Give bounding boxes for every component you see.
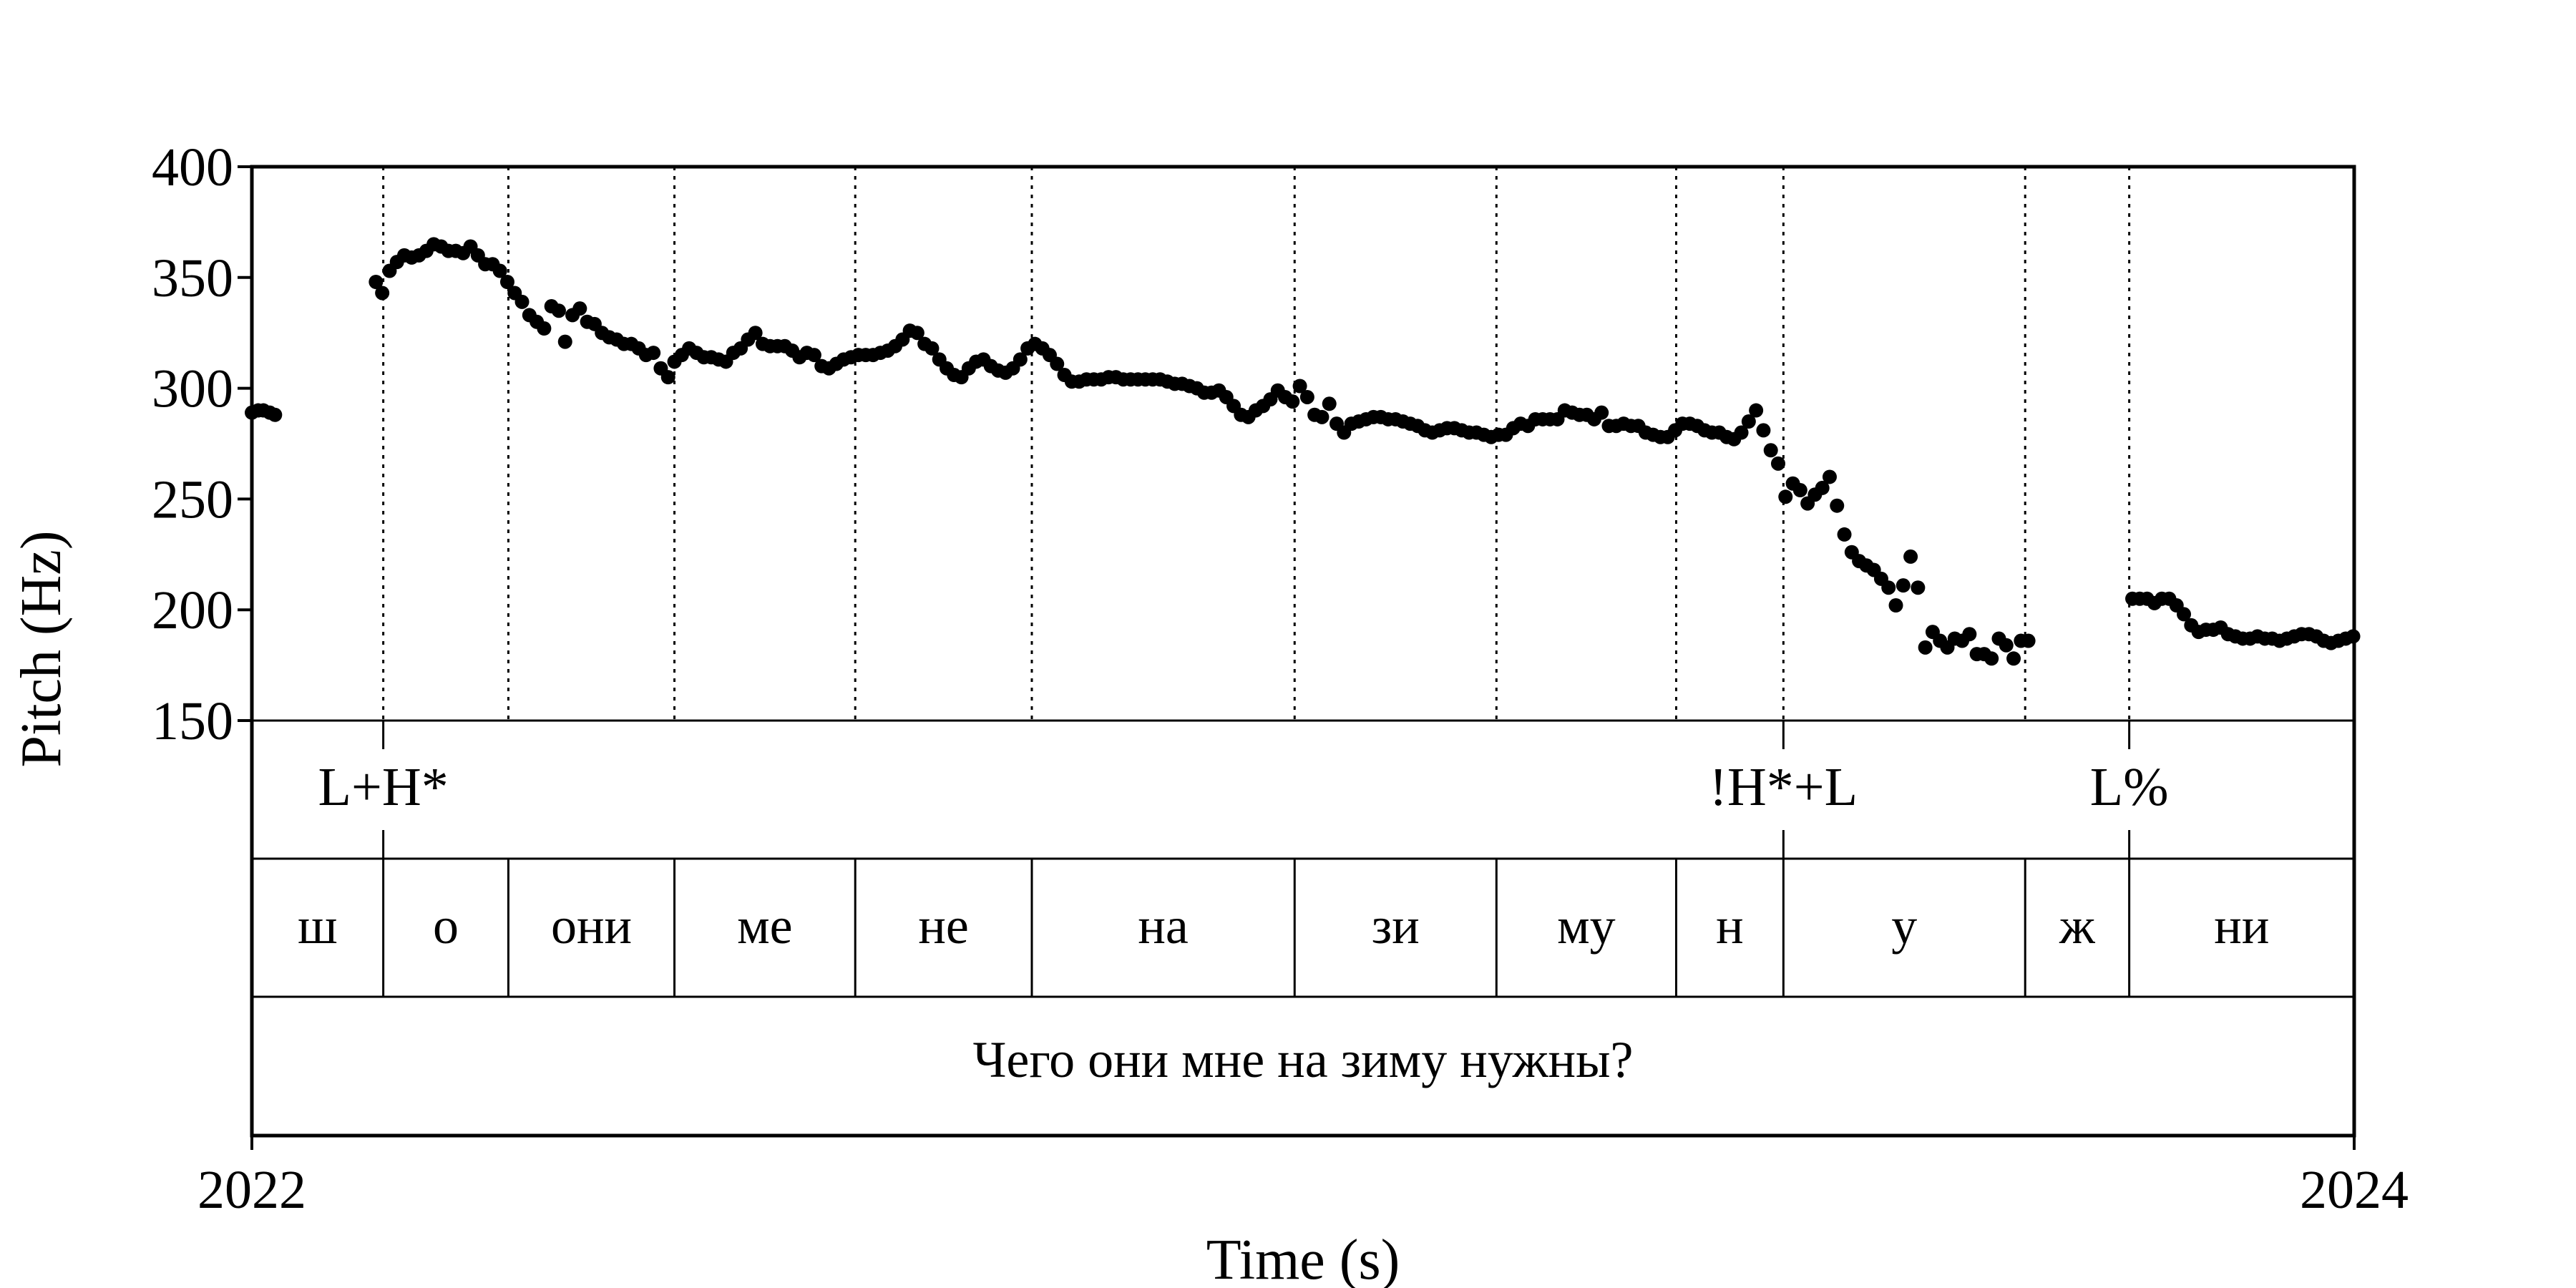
pitch-point (1822, 469, 1837, 484)
syllable-label-4: не (918, 897, 969, 955)
syllable-label-8: н (1716, 897, 1744, 955)
pitch-point (1792, 483, 1807, 498)
pitch-point (806, 348, 821, 363)
pitch-point (2177, 607, 2192, 622)
pitch-point (572, 301, 587, 316)
pitch-point (1770, 456, 1785, 471)
pitch-point (551, 303, 566, 318)
pitch-point (537, 321, 552, 336)
pitch-point (268, 407, 283, 422)
boundary-lines (382, 167, 2131, 997)
pitch-point (1896, 578, 1911, 593)
pitch-point (1734, 425, 1749, 440)
syllable-label-9: у (1891, 897, 1917, 955)
pitch-point (1888, 598, 1903, 613)
y-tick-label-200: 200 (152, 580, 233, 640)
pitch-points (245, 237, 2361, 666)
pitch-point (557, 334, 572, 349)
pitch-point (1749, 403, 1764, 418)
x-axis-title: Time (s) (1206, 1229, 1400, 1288)
pitch-point (1741, 414, 1756, 429)
pitch-point (1285, 394, 1300, 409)
pitch-point (924, 341, 940, 356)
x-tick-label-end: 2024 (2300, 1160, 2409, 1220)
pitch-point (2021, 633, 2036, 648)
pitch-point (1837, 527, 1852, 542)
pitch-point (375, 286, 390, 301)
pitch-point (1962, 627, 1977, 642)
syllable-label-5: на (1138, 897, 1189, 955)
pitch-point (1778, 489, 1793, 504)
syllable-label-1: о (433, 897, 459, 955)
syllable-label-11: ни (2214, 897, 2269, 955)
pitch-point (646, 346, 661, 361)
pitch-point (1314, 409, 1330, 424)
pitch-point (1756, 423, 1771, 438)
pitch-point (1999, 638, 2014, 653)
pitch-point (1830, 498, 1845, 513)
sentence-label: Чего они мне на зиму нужны? (973, 1031, 1634, 1088)
syllable-tier: ш о они ме не на зи му н у ж ни (298, 897, 2269, 955)
pitch-point (1299, 389, 1314, 404)
pitch-point (1050, 356, 1065, 371)
y-axis-title: Pitch (Hz) (10, 530, 73, 767)
pitch-point (514, 294, 530, 309)
tone-label-1: !H*+L (1709, 757, 1858, 817)
syllable-label-7: му (1557, 897, 1616, 955)
pitch-point (499, 274, 514, 289)
pitch-point (909, 326, 924, 341)
y-tick-label-150: 150 (152, 691, 233, 751)
pitch-point (1815, 480, 1830, 495)
pitch-point (1984, 651, 1999, 666)
y-tick-label-300: 300 (152, 359, 233, 419)
syllable-label-6: зи (1372, 897, 1420, 955)
pitch-point (2006, 651, 2021, 666)
pitch-point (660, 370, 675, 385)
syllable-label-0: ш (298, 897, 337, 955)
pitch-point (748, 326, 763, 341)
pitch-point (1918, 640, 1933, 655)
outer-frame (250, 165, 2356, 1138)
pitch-point (492, 263, 507, 278)
syllable-label-10: ж (2059, 897, 2096, 955)
pitch-point (1594, 405, 1609, 420)
x-tick-label-start: 2022 (197, 1160, 306, 1220)
syllable-label-2: они (551, 897, 632, 955)
y-tick-label-250: 250 (152, 469, 233, 530)
y-axis: 400 350 300 250 200 150 (152, 137, 252, 751)
syllable-label-3: ме (737, 897, 793, 955)
tone-tier: L+H* !H*+L L% (318, 721, 2169, 859)
pitch-point (1763, 443, 1778, 458)
pitch-point (1881, 580, 1896, 595)
y-tick-label-350: 350 (152, 248, 233, 308)
pitch-point (1013, 352, 1028, 367)
pitch-point (1292, 379, 1307, 394)
pitch-point (369, 274, 384, 289)
pitch-point (1322, 396, 1337, 411)
pitch-point (1903, 549, 1918, 564)
y-tick-label-400: 400 (152, 137, 233, 197)
tone-label-0: L+H* (318, 757, 449, 817)
tone-label-2: L% (2090, 757, 2169, 817)
pitch-point (1911, 580, 1926, 595)
